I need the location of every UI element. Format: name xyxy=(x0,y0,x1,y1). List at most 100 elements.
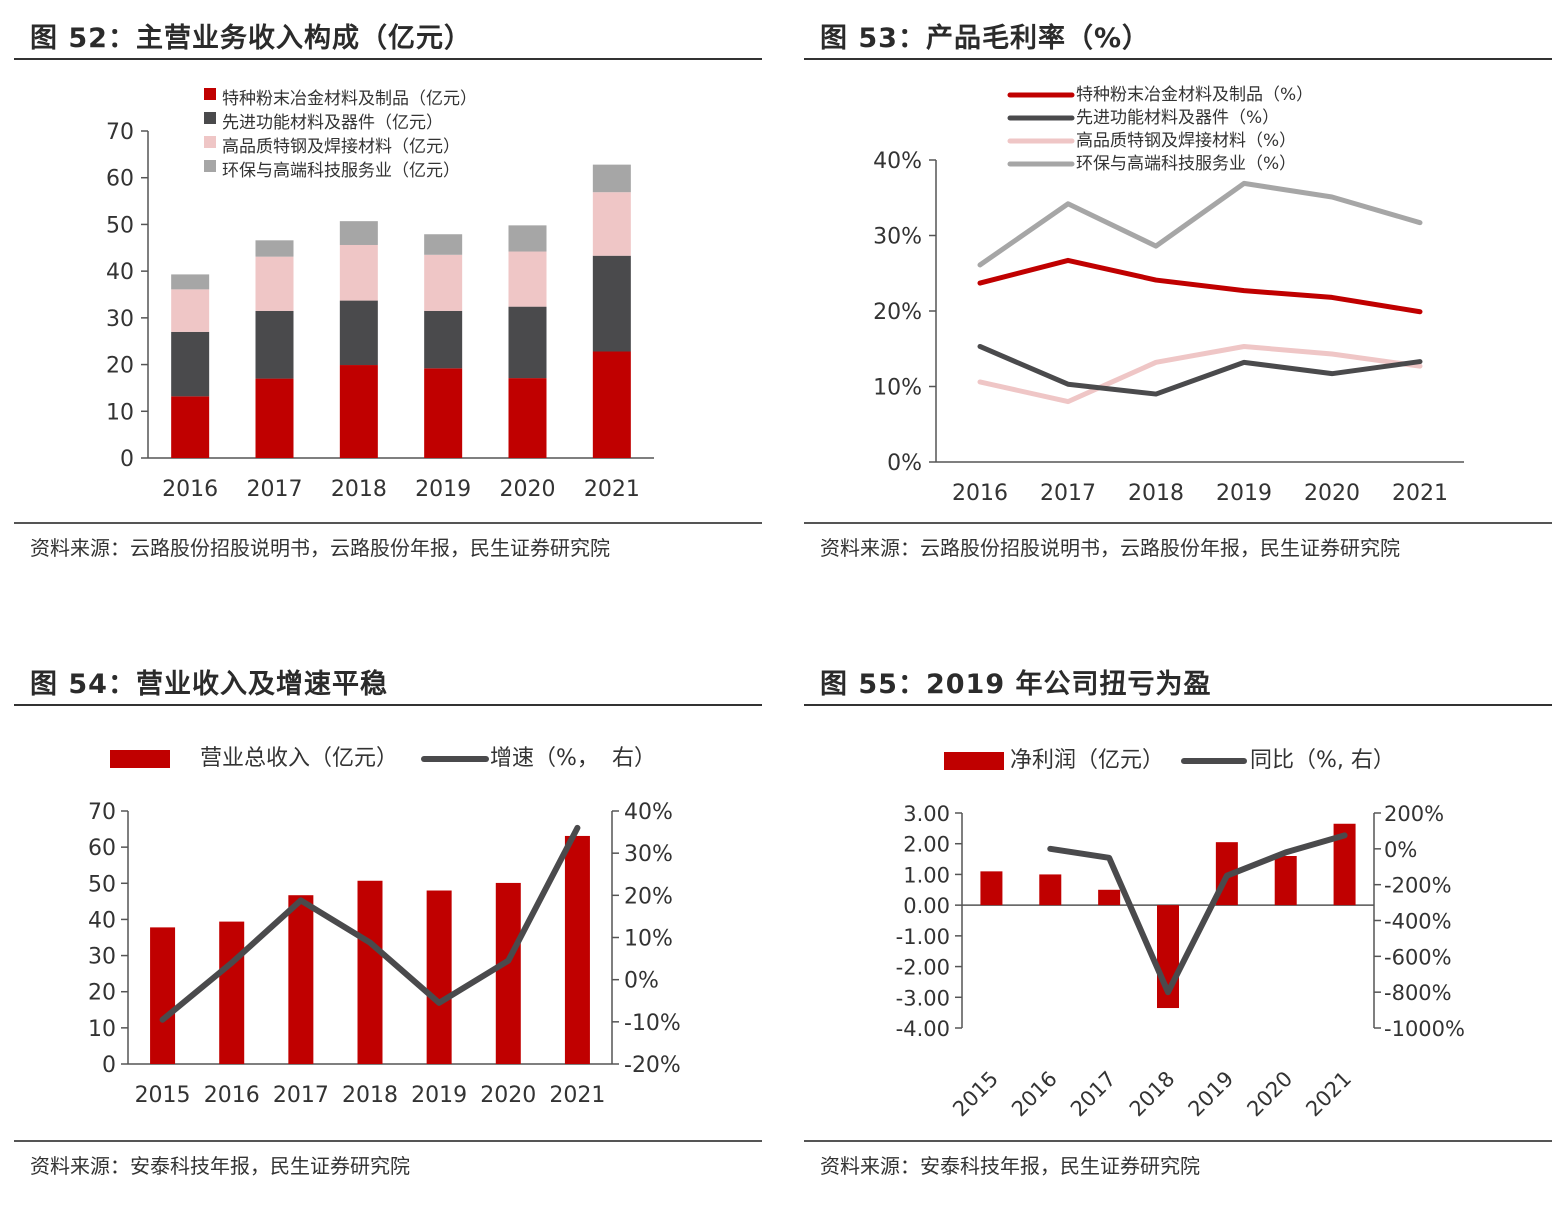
bar-segment xyxy=(255,378,294,458)
y-tick-label: 60 xyxy=(88,836,116,861)
source-rule xyxy=(804,1140,1552,1142)
x-tick-label: 2020 xyxy=(1242,1067,1297,1122)
x-tick-label: 2020 xyxy=(500,477,556,502)
y2-tick-label: 20% xyxy=(624,884,673,909)
legend-label: 净利润（亿元） xyxy=(1010,748,1164,773)
profit-bar xyxy=(1039,874,1062,906)
bar-segment xyxy=(171,289,210,332)
x-tick-label: 2021 xyxy=(1301,1067,1356,1122)
revenue-bar xyxy=(150,927,176,1064)
x-tick-label: 2016 xyxy=(204,1083,260,1108)
x-tick-label: 2018 xyxy=(1125,1067,1180,1122)
legend-label: 特种粉末冶金材料及制品（%） xyxy=(1076,85,1313,105)
bar-segment xyxy=(255,256,294,311)
bar-segment xyxy=(592,164,631,193)
bar-segment xyxy=(339,221,378,245)
revenue-bar xyxy=(357,880,383,1064)
bar-segment xyxy=(592,192,631,256)
bar-segment xyxy=(424,254,463,311)
series-line xyxy=(977,180,1423,268)
bar-segment xyxy=(424,234,463,255)
chart-fig52: 0 10 20 30 40 50 60 70 2016 2017 2018 2019 2020 2021 特… xyxy=(106,88,654,502)
y-tick-label: 0 xyxy=(120,447,134,472)
legend-swatch xyxy=(204,88,216,100)
y-tick-label: 3.00 xyxy=(903,802,950,826)
y-tick-label: 30 xyxy=(88,945,116,970)
legend-label: 增速（%， xyxy=(490,746,599,771)
x-tick-label: 2017 xyxy=(273,1083,329,1108)
bar-segment xyxy=(424,310,463,369)
y-tick-label: 20% xyxy=(873,300,922,325)
y-tick-label: 40% xyxy=(873,149,922,174)
source-note: 资料来源：云路股份招股说明书，云路股份年报，民生证券研究院 xyxy=(30,536,610,560)
y-tick-label: -3.00 xyxy=(896,986,950,1010)
x-tick-label: 2017 xyxy=(1040,481,1096,506)
y2-tick-label: -600% xyxy=(1384,945,1452,969)
profit-bar xyxy=(1098,889,1121,906)
x-tick-label: 2017 xyxy=(1066,1067,1121,1122)
y-tick-label: 70 xyxy=(88,800,116,825)
bar-segment xyxy=(508,251,547,307)
x-tick-label: 2017 xyxy=(247,477,303,502)
legend-label: 右） xyxy=(612,746,656,771)
x-tick-label: 2019 xyxy=(1184,1067,1239,1122)
revenue-bar xyxy=(426,890,452,1064)
y2-tick-label: -200% xyxy=(1384,874,1452,898)
y-tick-label: 60 xyxy=(106,167,134,192)
series-line xyxy=(977,343,1423,405)
source-rule xyxy=(804,522,1552,524)
y2-tick-label: -400% xyxy=(1384,910,1452,934)
revenue-bar xyxy=(564,835,590,1064)
legend-swatch xyxy=(204,160,216,172)
x-tick-label: 2018 xyxy=(331,477,387,502)
source-rule xyxy=(14,522,762,524)
x-tick-label: 2016 xyxy=(952,481,1008,506)
y-tick-label: -4.00 xyxy=(896,1017,950,1041)
bar-segment xyxy=(339,300,378,366)
bar-segment xyxy=(592,351,631,458)
y-tick-label: 20 xyxy=(106,354,134,379)
x-tick-label: 2020 xyxy=(1304,481,1360,506)
panel-fig55: 图 55：2019 年公司扭亏为盈 -4.00 -3.00 -2.00 -1.00 0.… xyxy=(804,646,1552,1206)
x-tick-label: 2021 xyxy=(549,1083,605,1108)
y-tick-label: 20 xyxy=(88,981,116,1006)
y2-tick-label: 40% xyxy=(624,800,673,825)
legend-swatch xyxy=(110,750,170,768)
x-tick-label: 2018 xyxy=(1128,481,1184,506)
bar-segment xyxy=(255,240,294,257)
title-rule xyxy=(14,58,762,60)
title-rule xyxy=(804,58,1552,60)
y2-tick-label: -800% xyxy=(1384,981,1452,1005)
bar-segment xyxy=(171,274,210,290)
chart-fig53: 0% 10% 20% 30% 40% 2016 2017 2018 2019 2020 2021 特种… xyxy=(873,85,1464,506)
profit-bar xyxy=(980,871,1003,906)
panel-fig54: 图 54：营业收入及增速平稳 0 10 20 30 40 50 60 70 -20% -10% 0%… xyxy=(14,646,762,1206)
source-note: 资料来源：安泰科技年报，民生证券研究院 xyxy=(30,1154,410,1178)
chart-title: 图 55：2019 年公司扭亏为盈 xyxy=(820,669,1212,700)
y2-tick-label: 10% xyxy=(624,927,673,952)
revenue-bar xyxy=(288,895,314,1064)
revenue-bar xyxy=(495,882,521,1064)
series-line xyxy=(977,257,1423,315)
y2-tick-label: -1000% xyxy=(1384,1017,1465,1041)
series-line xyxy=(977,343,1423,397)
legend-label: 环保与高端科技服务业（%） xyxy=(1076,154,1296,174)
bar-segment xyxy=(424,368,463,458)
chart-title: 图 52：主营业务收入构成（亿元） xyxy=(30,23,472,54)
bar-segment xyxy=(592,255,631,352)
legend-label: 特种粉末冶金材料及制品（亿元） xyxy=(222,89,477,109)
y-tick-label: 40 xyxy=(106,260,134,285)
x-tick-label: 2018 xyxy=(342,1083,398,1108)
y-tick-label: 10 xyxy=(88,1017,116,1042)
y-tick-label: 10 xyxy=(106,400,134,425)
chart-fig55: -4.00 -3.00 -2.00 -1.00 0.00 1.00 2.00 3.00 -100… xyxy=(896,748,1465,1122)
bar-segment xyxy=(339,365,378,458)
y-tick-label: 50 xyxy=(106,213,134,238)
chart-fig54: 0 10 20 30 40 50 60 70 -20% -10% 0% 10% 20% 30% 40% 201… xyxy=(88,746,681,1108)
y-tick-label: 50 xyxy=(88,872,116,897)
y-tick-label: 30 xyxy=(106,307,134,332)
y2-tick-label: 0% xyxy=(624,969,659,994)
legend-label: 先进功能材料及器件（%） xyxy=(1076,108,1279,128)
bar-segment xyxy=(171,331,210,397)
x-tick-label: 2019 xyxy=(1216,481,1272,506)
